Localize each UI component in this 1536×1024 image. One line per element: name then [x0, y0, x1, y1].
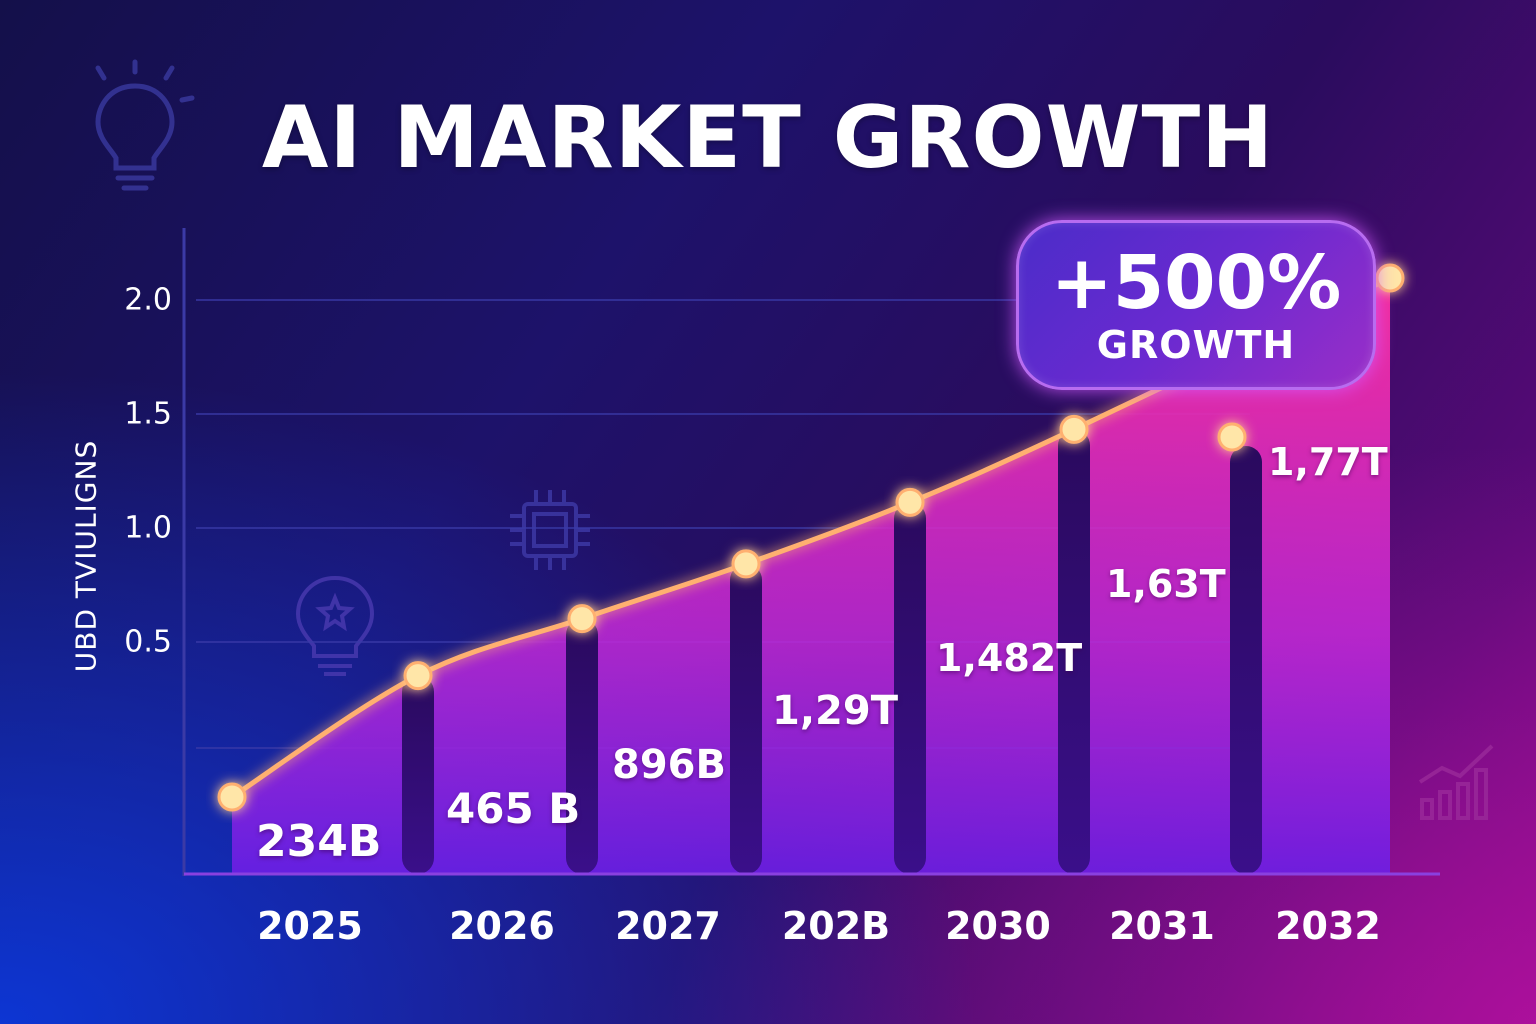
chip-icon	[510, 490, 590, 570]
x-tick-label: 202B	[781, 904, 891, 948]
data-label: 1,77T	[1268, 440, 1388, 484]
trend-bars-icon	[1418, 744, 1494, 820]
x-tick-label: 2027	[615, 904, 721, 948]
bar-2026	[402, 675, 434, 874]
y-tick-label: 2.0	[124, 282, 172, 318]
bar-2032-shadow	[1230, 446, 1262, 874]
y-tick-label: 1.5	[124, 396, 172, 432]
x-tick-label: 2032	[1275, 904, 1381, 948]
growth-text: GROWTH	[1096, 323, 1296, 367]
data-point	[731, 549, 761, 579]
growth-percent: +500%	[1050, 240, 1342, 326]
data-label: 896B	[612, 742, 726, 788]
bar-202B	[730, 563, 762, 874]
data-point	[403, 661, 433, 691]
data-label: 1,482T	[936, 636, 1083, 680]
x-tick-label: 2025	[257, 904, 363, 948]
growth-callout: +500% GROWTH	[1016, 220, 1376, 390]
data-label: 1,63T	[1106, 562, 1226, 606]
chart-title: AI MARKET GROWTH	[261, 88, 1275, 188]
bar-2030	[894, 502, 926, 874]
lightbulb-icon	[95, 59, 195, 191]
data-point	[567, 604, 597, 634]
y-tick-label: 1.0	[124, 510, 172, 546]
data-label: 1,29T	[772, 688, 898, 734]
data-label: 465 B	[446, 784, 581, 833]
x-tick-label: 2026	[449, 904, 555, 948]
bar-2031	[1058, 429, 1090, 874]
bar-2027	[566, 618, 598, 874]
data-point	[1059, 414, 1089, 444]
data-point	[1217, 422, 1247, 452]
data-label: 234B	[256, 816, 382, 867]
x-tick-label: 2031	[1109, 904, 1215, 948]
data-point	[217, 782, 247, 812]
lightbulb-star-icon	[295, 575, 375, 676]
y-tick-label: 0.5	[124, 624, 172, 660]
growth-area	[232, 278, 1390, 874]
data-point	[1375, 263, 1405, 293]
x-tick-label: 2030	[945, 904, 1051, 948]
data-point	[895, 487, 925, 517]
